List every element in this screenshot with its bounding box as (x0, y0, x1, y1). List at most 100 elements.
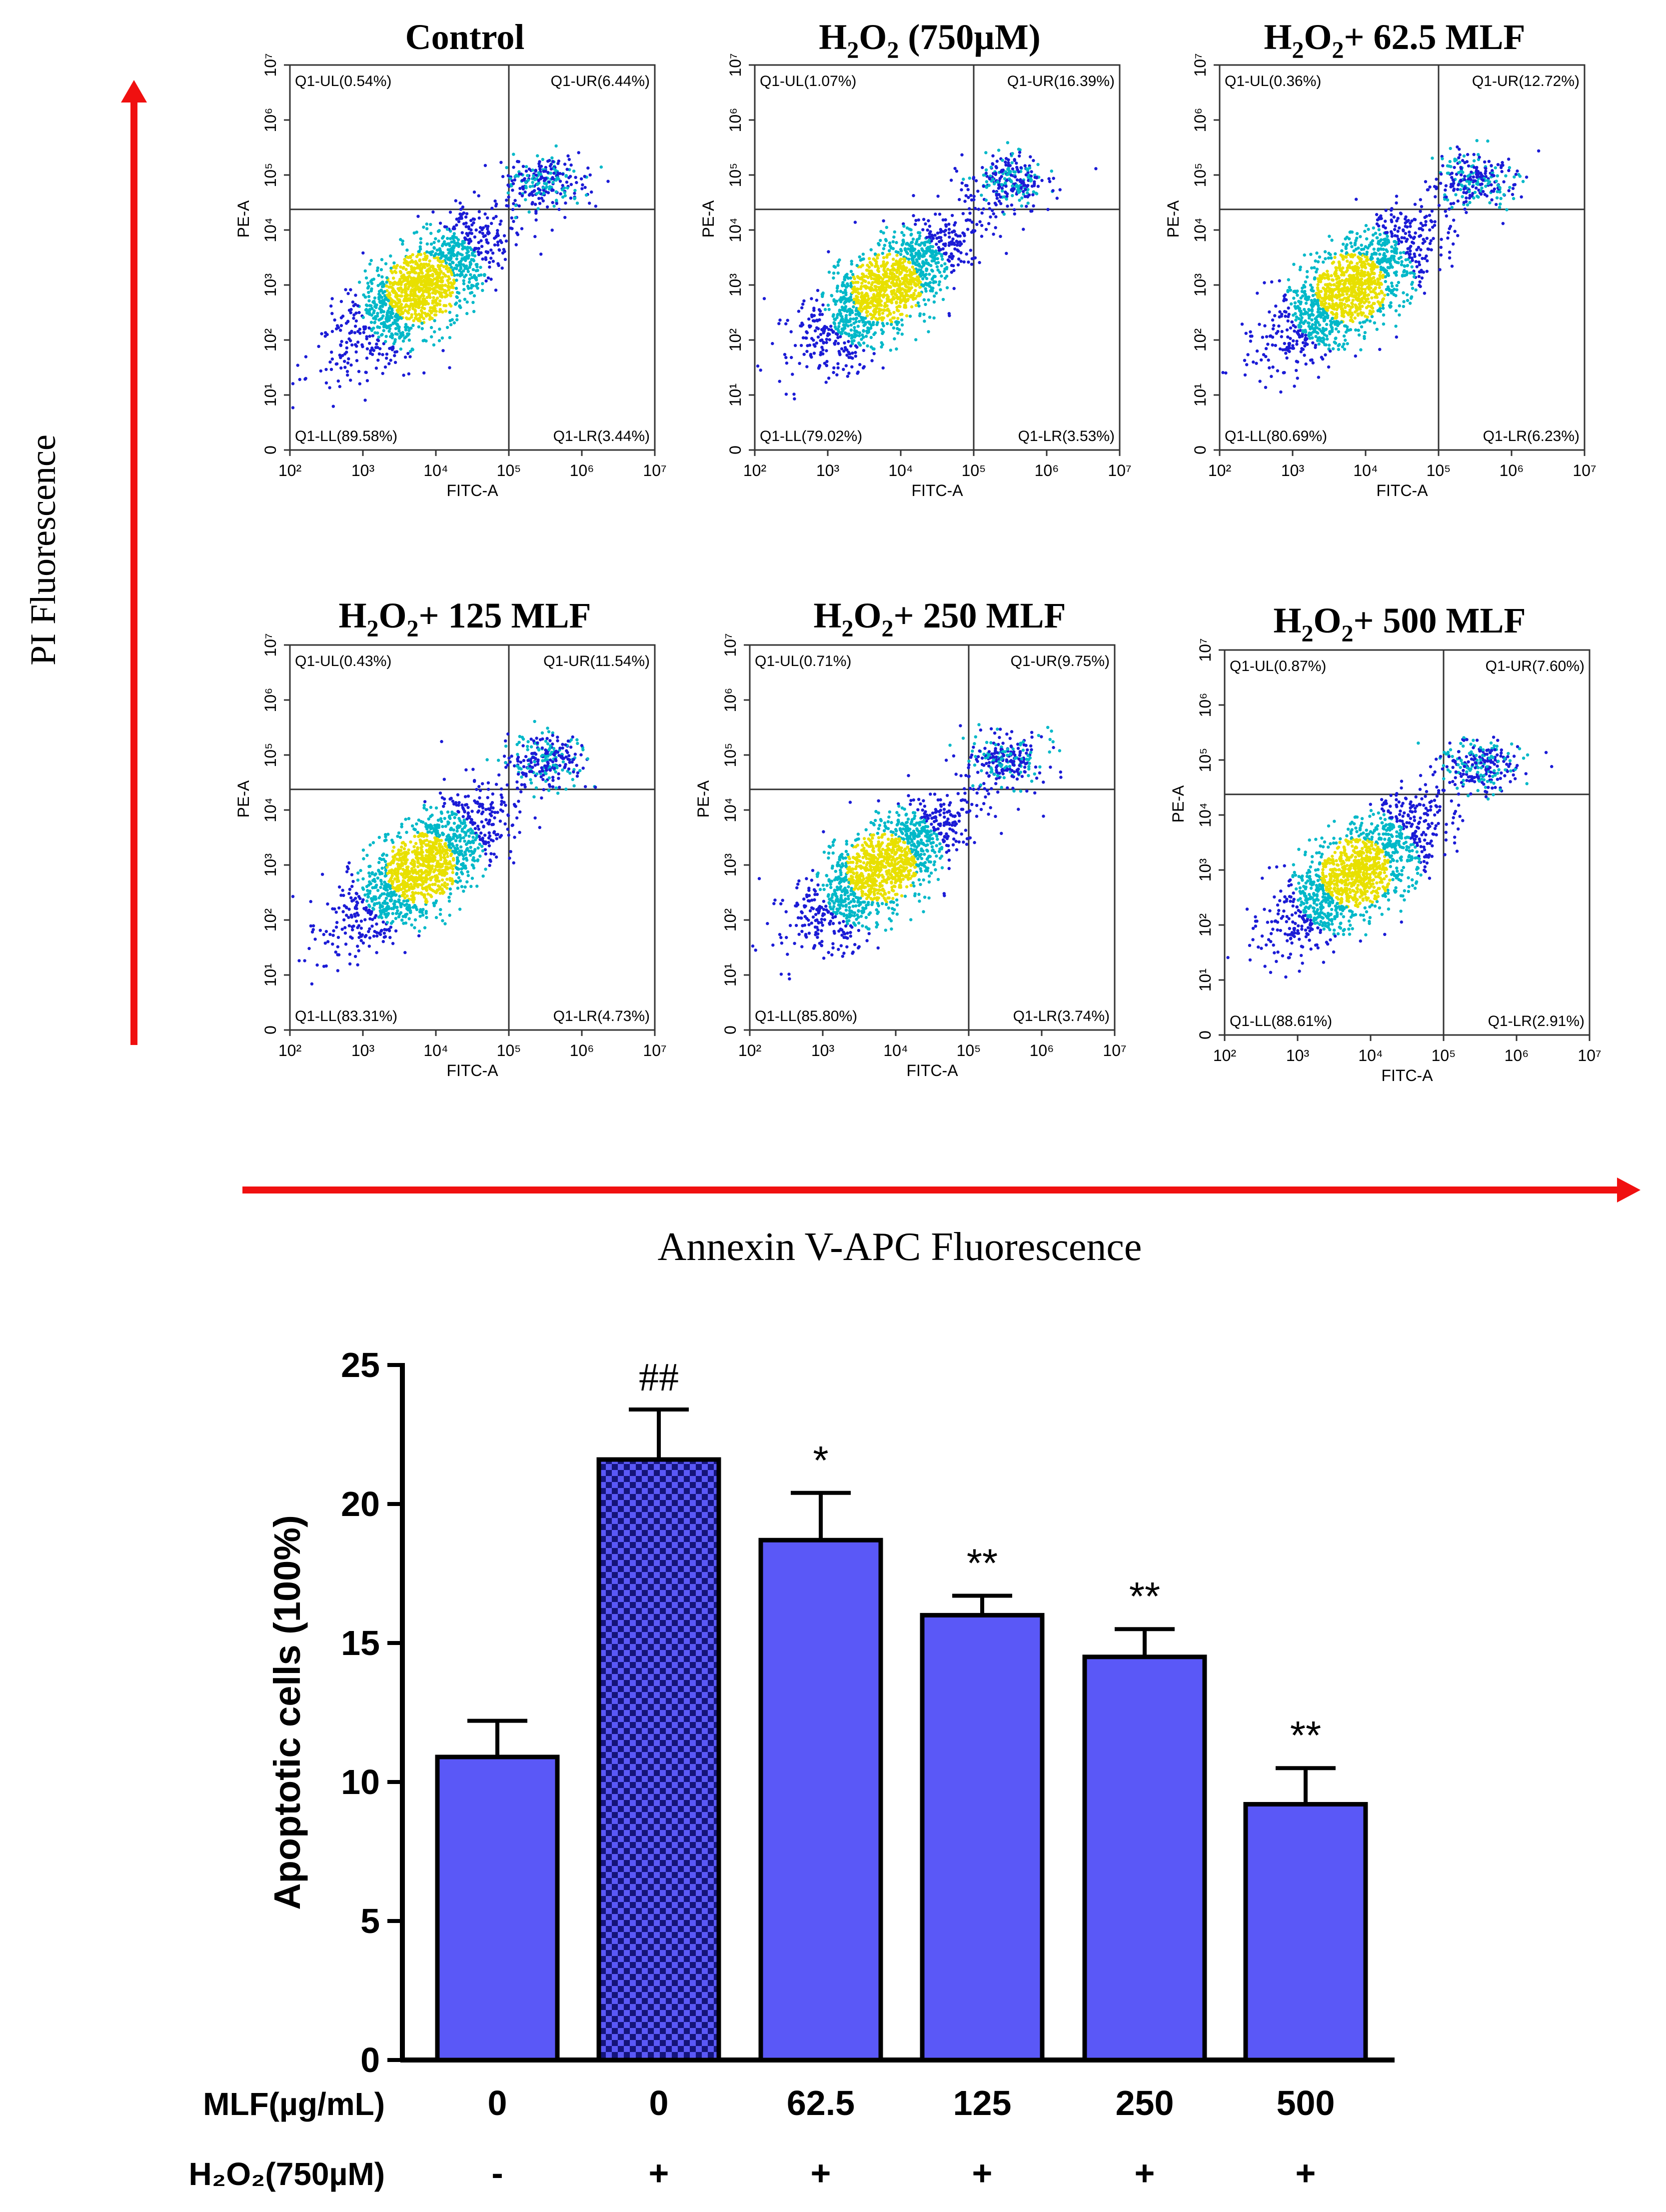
scatter-dot (905, 250, 908, 254)
scatter-dot (1396, 230, 1400, 233)
scatter-dot (1447, 231, 1450, 234)
scatter-dot (431, 288, 435, 292)
scatter-dot (857, 307, 861, 310)
scatter-dot (343, 360, 346, 363)
scatter-dot (1032, 190, 1035, 194)
scatter-dot (461, 205, 465, 209)
scatter-dot (391, 334, 394, 337)
scatter-dot (537, 171, 541, 174)
scatter-dot (405, 248, 409, 252)
scatter-dot (855, 299, 859, 303)
scatter-dot (477, 210, 481, 214)
scatter-dot (415, 230, 418, 234)
scatter-dot (847, 340, 850, 344)
scatter-dot (445, 254, 448, 258)
scatter-dot (471, 258, 475, 262)
scatter-dot (872, 352, 876, 356)
scatter-dot (569, 182, 573, 186)
scatter-dot (1256, 292, 1259, 295)
scatter-dot (1444, 210, 1447, 213)
scatter-dot (401, 274, 404, 278)
scatter-dot (369, 320, 373, 324)
scatter-dot (1372, 276, 1376, 280)
scatter-dot (1425, 236, 1429, 240)
scatter-dot (850, 334, 854, 337)
scatter-dot (982, 184, 985, 188)
scatter-dot (999, 234, 1002, 238)
scatter-dot (849, 356, 853, 360)
scatter-dot (917, 304, 921, 308)
scatter-dot (538, 202, 542, 205)
scatter-dot (419, 237, 422, 240)
scatter-dot (924, 302, 927, 306)
scatter-dot (943, 276, 947, 280)
scatter-dot (859, 304, 863, 308)
scatter-dot (825, 349, 828, 352)
scatter-dot (368, 352, 372, 355)
scatter-dot (895, 308, 899, 312)
scatter-dot (1364, 300, 1368, 303)
scatter-dot (1452, 242, 1455, 246)
scatter-dot (778, 318, 782, 322)
scatter-dot (1309, 252, 1313, 256)
scatter-dot (1462, 154, 1466, 158)
scatter-dot (827, 270, 831, 274)
scatter-dot (935, 236, 939, 240)
scatter-dot (561, 196, 565, 199)
scatter-dot (534, 174, 538, 177)
scatter-dot (784, 356, 788, 360)
scatter-dot (399, 316, 403, 320)
scatter-dot (550, 228, 554, 232)
scatter-dot (1306, 270, 1309, 274)
scatter-dot (1283, 348, 1287, 352)
scatter-dot (451, 268, 454, 272)
scatter-dot (893, 337, 896, 340)
scatter-dot (404, 303, 408, 306)
scatter-dot (1419, 234, 1423, 238)
scatter-dot (433, 330, 436, 334)
scatter-dot (1483, 160, 1487, 164)
scatter-dot (428, 267, 431, 270)
scatter-dot (437, 229, 441, 232)
scatter-dot (498, 222, 502, 226)
scatter-dot (1246, 353, 1250, 356)
scatter-dot (1340, 307, 1343, 310)
scatter-dot (422, 371, 426, 374)
scatter-dot (1348, 264, 1351, 268)
scatter-dot (912, 280, 916, 284)
scatter-dot (1393, 271, 1397, 274)
scatter-dot (452, 254, 456, 258)
scatter-dot (1316, 260, 1320, 264)
scatter-dot (927, 238, 931, 242)
panel-title-subscript: 2 (1332, 37, 1344, 64)
scatter-dot (429, 326, 433, 330)
scatter-dot (1423, 292, 1427, 295)
scatter-dot (802, 352, 806, 356)
scatter-dot (1384, 280, 1387, 284)
quadrant-label-ll: Q1-LL(89.58%) (295, 428, 397, 444)
scatter-dot (395, 318, 399, 322)
scatter-dot (542, 192, 546, 195)
scatter-dot (1410, 265, 1414, 268)
scatter-dot (399, 238, 402, 242)
scatter-dot (888, 312, 892, 316)
scatter-dot (1324, 297, 1328, 300)
scatter-dot (362, 330, 365, 334)
y-axis-label: PE-A (699, 200, 717, 238)
scatter-dot (995, 192, 999, 196)
scatter-dot (1326, 282, 1329, 286)
scatter-dot (494, 288, 498, 292)
scatter-dot (1395, 335, 1398, 339)
scatter-dot (488, 260, 491, 264)
scatter-dot (563, 216, 567, 220)
scatter-dot (855, 264, 859, 268)
scatter-dot (844, 364, 848, 368)
scatter-dot (913, 254, 917, 258)
scatter-dot (1368, 264, 1372, 268)
scatter-dot (1321, 308, 1325, 311)
scatter-dot (1334, 313, 1338, 316)
scatter-dot (1371, 310, 1375, 314)
scatter-dot (1390, 218, 1393, 222)
scatter-dot (994, 226, 997, 230)
scatter-dot (858, 255, 861, 258)
